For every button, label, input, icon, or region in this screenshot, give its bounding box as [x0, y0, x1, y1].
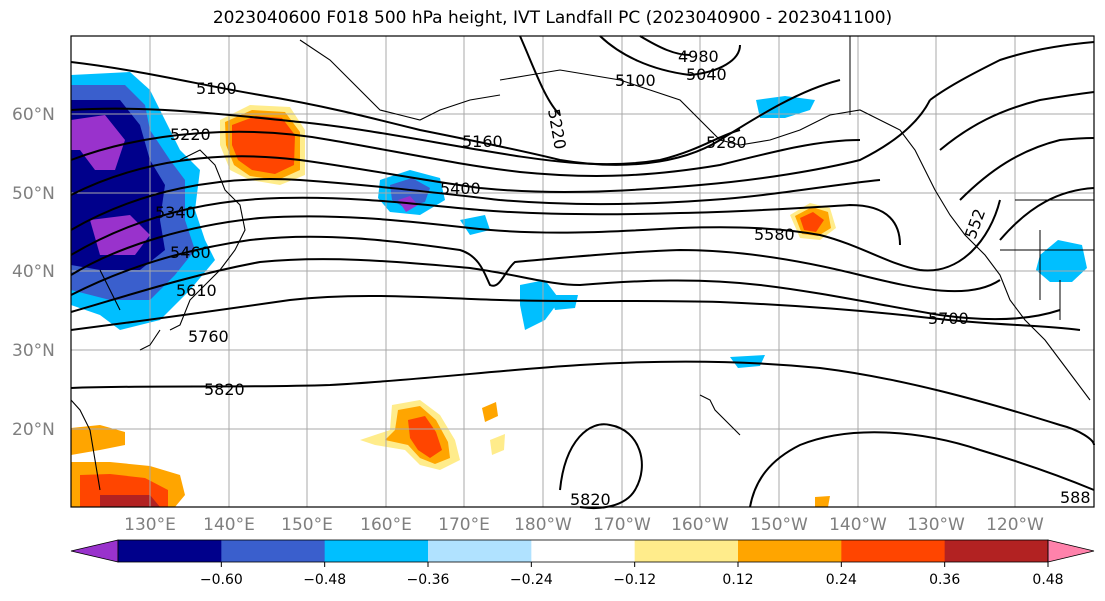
lat-label: 40°N [12, 262, 55, 282]
colorbar-outline [117, 539, 1049, 563]
colorbar-tick-label: −0.24 [510, 572, 553, 588]
contour-label: 4980 [678, 47, 719, 66]
graticule [71, 36, 1094, 507]
longitude-labels: 130°E 140°E 150°E 160°E 170°E 180°W 170°… [124, 515, 1044, 535]
colorbar-swatch [428, 540, 532, 562]
latitude-labels: 60°N 50°N 40°N 30°N 20°N [12, 105, 55, 440]
lon-label: 150°W [750, 515, 808, 535]
colorbar-swatch [221, 540, 326, 562]
contour-label: 5100 [196, 79, 237, 98]
colorbar-swatch [118, 540, 222, 562]
colorbar-tick-label: 0.24 [826, 572, 857, 588]
lon-label: 170°W [593, 515, 651, 535]
contour-label: 5220 [170, 125, 211, 144]
contour-label: 5700 [928, 309, 969, 328]
contour-label: 5820 [204, 380, 245, 399]
colorbar-tick-label: −0.36 [407, 572, 450, 588]
lon-label: 120°W [986, 515, 1044, 535]
lon-label: 160°W [671, 515, 729, 535]
colorbar-swatch [531, 540, 636, 562]
colorbar-tick-label: 0.48 [1032, 572, 1063, 588]
colorbar-swatch [324, 540, 429, 562]
colorbar-extend-max [1047, 539, 1095, 563]
colorbar: −0.60 −0.48 −0.36 −0.24 −0.12 0.12 0.24 0.36 0.4… [70, 539, 1095, 588]
contour-label: 5280 [706, 133, 747, 152]
colorbar-tick-label: −0.12 [613, 572, 656, 588]
lon-label: 170°E [438, 515, 490, 535]
contour-label: 5760 [188, 327, 229, 346]
contour-label: 588 [1060, 488, 1091, 507]
map-frame [70, 35, 1095, 508]
contour-label: 5400 [440, 179, 481, 198]
lon-label: 140°W [829, 515, 887, 535]
contour-label: 5340 [155, 203, 196, 222]
lon-label: 130°W [907, 515, 965, 535]
contour-label: 5820 [570, 490, 611, 509]
colorbar-swatch [634, 540, 739, 562]
height-contours [70, 35, 1095, 510]
lat-label: 60°N [12, 105, 55, 125]
political-borders [849, 36, 1094, 320]
colorbar-tick-label: −0.60 [200, 572, 243, 588]
lon-label: 160°E [360, 515, 412, 535]
contour-label: 5100 [615, 71, 656, 90]
lon-label: 130°E [124, 515, 176, 535]
contour-label: 5610 [176, 281, 217, 300]
contour-label: 5580 [754, 225, 795, 244]
lon-label: 140°E [203, 515, 255, 535]
map-title: 2023040600 F018 500 hPa height, IVT Land… [212, 8, 893, 28]
lat-label: 30°N [12, 341, 55, 361]
colorbar-tick-label: −0.48 [303, 572, 346, 588]
coastlines [70, 39, 1091, 491]
lon-label: 180°W [514, 515, 572, 535]
lon-label: 150°E [281, 515, 333, 535]
colorbar-tick-label: 0.36 [929, 572, 960, 588]
positive-anomaly-philippines [71, 425, 125, 455]
contour-label: 5160 [462, 132, 503, 151]
contour-label: 5040 [686, 65, 727, 84]
colorbar-extend-min [70, 539, 119, 563]
contour-label: 5460 [170, 243, 211, 262]
colorbar-swatch [944, 540, 1049, 562]
lat-label: 50°N [12, 184, 55, 204]
colorbar-swatch [738, 540, 842, 562]
colorbar-swatch [841, 540, 946, 562]
colorbar-tick-label: 0.12 [722, 572, 753, 588]
colorbar-swatches [70, 539, 1095, 563]
lat-label: 20°N [12, 420, 55, 440]
colorbar-ticks: −0.60 −0.48 −0.36 −0.24 −0.12 0.12 0.24 0.36 0.4… [200, 562, 1064, 588]
